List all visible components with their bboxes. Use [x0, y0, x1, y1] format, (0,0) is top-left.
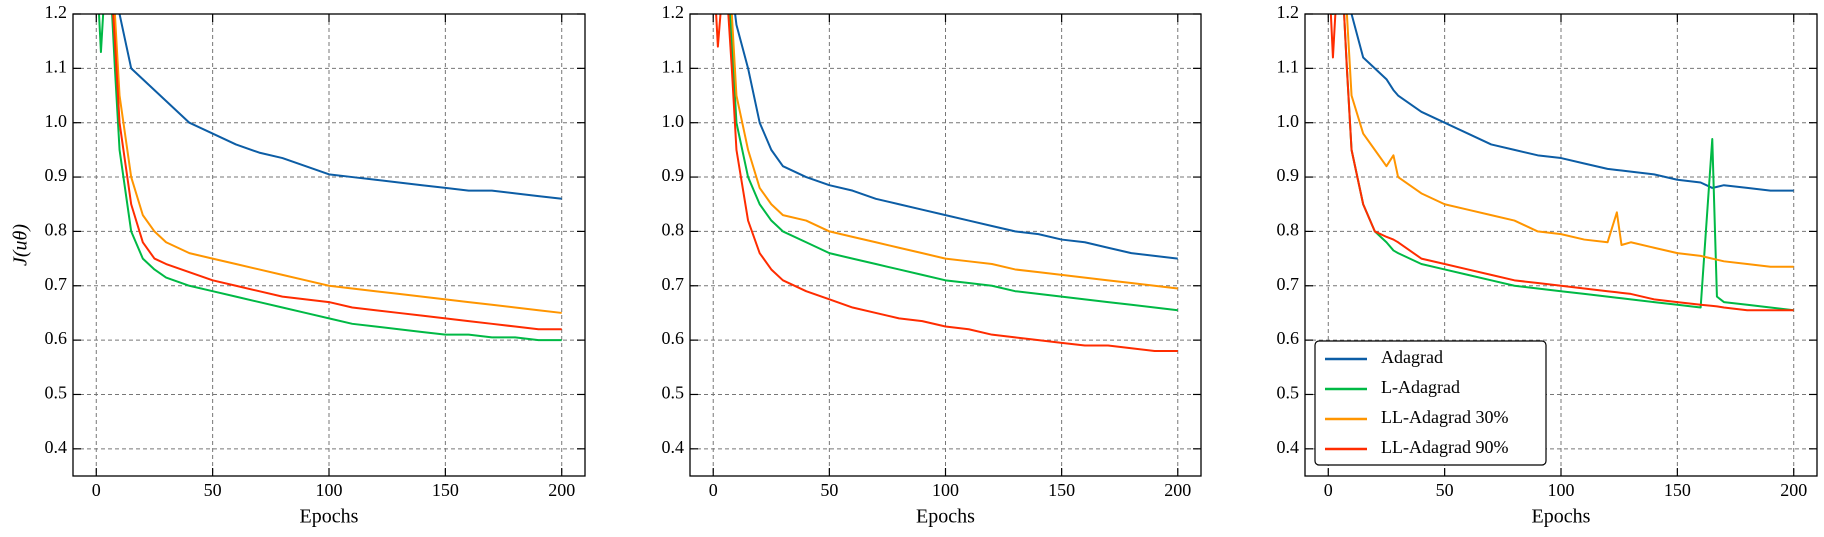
plot-frame: [689, 13, 1202, 477]
x-tick-label: 100: [316, 480, 343, 500]
x-tick-label: 0: [709, 480, 718, 500]
subplot: 0.4 0.5 0.6 0.7 0.8 0.9 1.0 1.1 1.2 0 50 100 150 200 E…: [1277, 2, 1818, 528]
x-tick-label: 200: [1164, 480, 1191, 500]
y-tick-label: 0.8: [1277, 220, 1300, 240]
legend-box: [1314, 340, 1547, 466]
y-tick-label: 0.4: [662, 437, 685, 457]
legend-label: L-Adagrad: [1381, 377, 1460, 397]
y-tick-label: 1.2: [662, 2, 685, 22]
y-tick-label: 0.6: [662, 328, 685, 348]
y-tick-label: 1.0: [1277, 111, 1300, 131]
y-tick-label: 0.6: [1277, 328, 1300, 348]
series-line: [734, 14, 1178, 260]
y-tick-label: 1.2: [1277, 2, 1300, 22]
x-axis-label: Epochs: [300, 506, 359, 528]
y-tick-label: 0.7: [45, 274, 68, 294]
x-tick-label: 100: [932, 480, 959, 500]
y-tick-label: 0.9: [662, 165, 685, 185]
legend-label: LL-Adagrad 30%: [1381, 407, 1508, 427]
x-axis-label: Epochs: [1532, 506, 1591, 528]
x-tick-label: 50: [820, 480, 838, 500]
y-tick-label: 1.0: [45, 111, 68, 131]
x-tick-label: 150: [432, 480, 459, 500]
y-axis-label: J(uθ): [10, 224, 32, 266]
y-tick-label: 0.4: [45, 437, 68, 457]
y-tick-label: 1.1: [45, 56, 68, 76]
legend-label: Adagrad: [1381, 347, 1443, 367]
series-line: [113, 14, 562, 314]
x-tick-label: 150: [1664, 480, 1691, 500]
y-tick-label: 0.8: [662, 220, 685, 240]
legend: Adagrad L-Adagrad LL-Adagrad 30% LL-Adagrad…: [1314, 340, 1547, 466]
subplot: 0.4 0.5 0.6 0.7 0.8 0.9 1.0 1.1 1.2 0 50 100 150 200 E…: [10, 2, 586, 528]
series-line: [1350, 14, 1794, 192]
y-tick-label: 0.4: [1277, 437, 1300, 457]
series-line: [118, 14, 562, 200]
y-tick-label: 1.0: [662, 111, 685, 131]
legend-label: LL-Adagrad 90%: [1381, 437, 1508, 457]
y-tick-label: 0.5: [662, 383, 685, 403]
y-tick-label: 0.8: [45, 220, 68, 240]
y-tick-label: 0.7: [662, 274, 685, 294]
y-tick-label: 0.5: [45, 383, 68, 403]
x-tick-label: 0: [1324, 480, 1333, 500]
series-line: [98, 14, 562, 342]
y-tick-label: 0.7: [1277, 274, 1300, 294]
y-tick-label: 0.6: [45, 328, 68, 348]
x-tick-label: 100: [1548, 480, 1575, 500]
subplot: 0.4 0.5 0.6 0.7 0.8 0.9 1.0 1.1 1.2 0 50 100 150 200 E…: [662, 2, 1202, 528]
x-axis-label: Epochs: [916, 506, 975, 528]
x-tick-label: 150: [1048, 480, 1075, 500]
x-tick-label: 200: [548, 480, 575, 500]
y-tick-label: 1.2: [45, 2, 68, 22]
y-tick-label: 0.9: [1277, 165, 1300, 185]
x-tick-label: 0: [92, 480, 101, 500]
x-tick-label: 50: [1436, 480, 1454, 500]
series-line: [1329, 14, 1794, 312]
series-line: [715, 14, 1178, 352]
plot-frame: [1304, 13, 1818, 477]
x-tick-label: 50: [204, 480, 222, 500]
series-line: [112, 14, 562, 331]
y-tick-label: 0.9: [45, 165, 68, 185]
y-tick-label: 0.5: [1277, 383, 1300, 403]
y-tick-label: 1.1: [662, 56, 685, 76]
plot-frame: [72, 13, 586, 477]
series-line: [730, 14, 1178, 290]
series-line: [1345, 14, 1794, 268]
x-tick-label: 200: [1780, 480, 1807, 500]
series-line: [729, 14, 1178, 312]
y-tick-label: 1.1: [1277, 56, 1300, 76]
